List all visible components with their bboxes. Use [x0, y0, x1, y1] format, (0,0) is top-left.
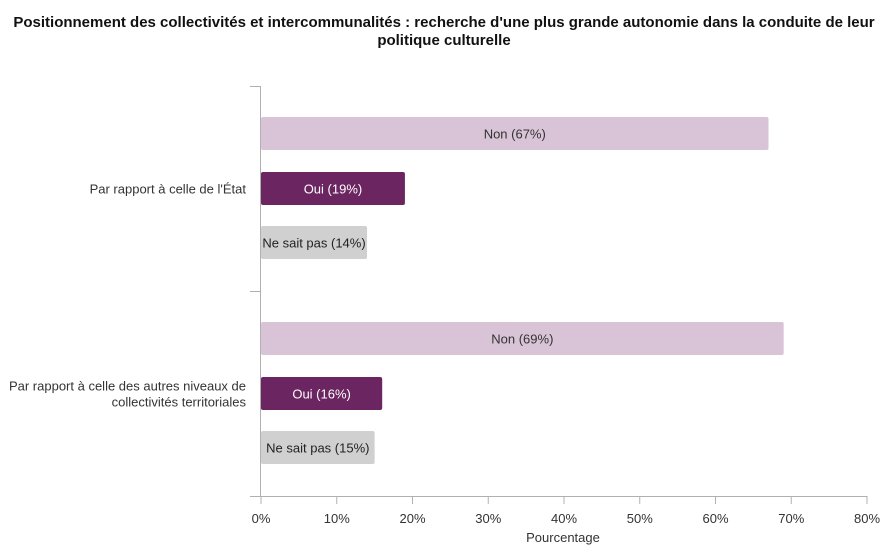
- x-tick-label: 40%: [551, 511, 577, 526]
- bar-data-label: Oui (19%): [304, 182, 363, 197]
- bar-data-label: Ne sait pas (14%): [262, 236, 365, 251]
- bar-data-label: Non (69%): [491, 332, 553, 347]
- chart-title: Positionnement des collectivités et inte…: [13, 14, 875, 49]
- x-tick-label: 70%: [778, 511, 804, 526]
- category-label: Par rapport à celle de l'État: [90, 182, 247, 197]
- bar: [261, 172, 405, 205]
- x-tick-label: 50%: [627, 511, 653, 526]
- bar: [261, 322, 784, 355]
- x-tick-label: 20%: [399, 511, 425, 526]
- x-tick-label: 30%: [475, 511, 501, 526]
- bar-data-label: Non (67%): [484, 127, 546, 142]
- bar: [261, 431, 375, 464]
- x-tick-label: 10%: [324, 511, 350, 526]
- category-label: Par rapport à celle des autres niveaux d…: [9, 379, 246, 394]
- bar: [261, 226, 368, 259]
- x-tick-label: 60%: [702, 511, 728, 526]
- category-label: collectivités territoriales: [112, 395, 247, 410]
- x-axis-title: Pourcentage: [526, 530, 600, 545]
- x-tick-label: 0%: [252, 511, 271, 526]
- bar: [261, 117, 769, 150]
- bar-data-label: Oui (16%): [292, 387, 351, 402]
- bar: [261, 377, 383, 410]
- bar-data-label: Ne sait pas (15%): [266, 441, 369, 456]
- x-tick-label: 80%: [854, 511, 880, 526]
